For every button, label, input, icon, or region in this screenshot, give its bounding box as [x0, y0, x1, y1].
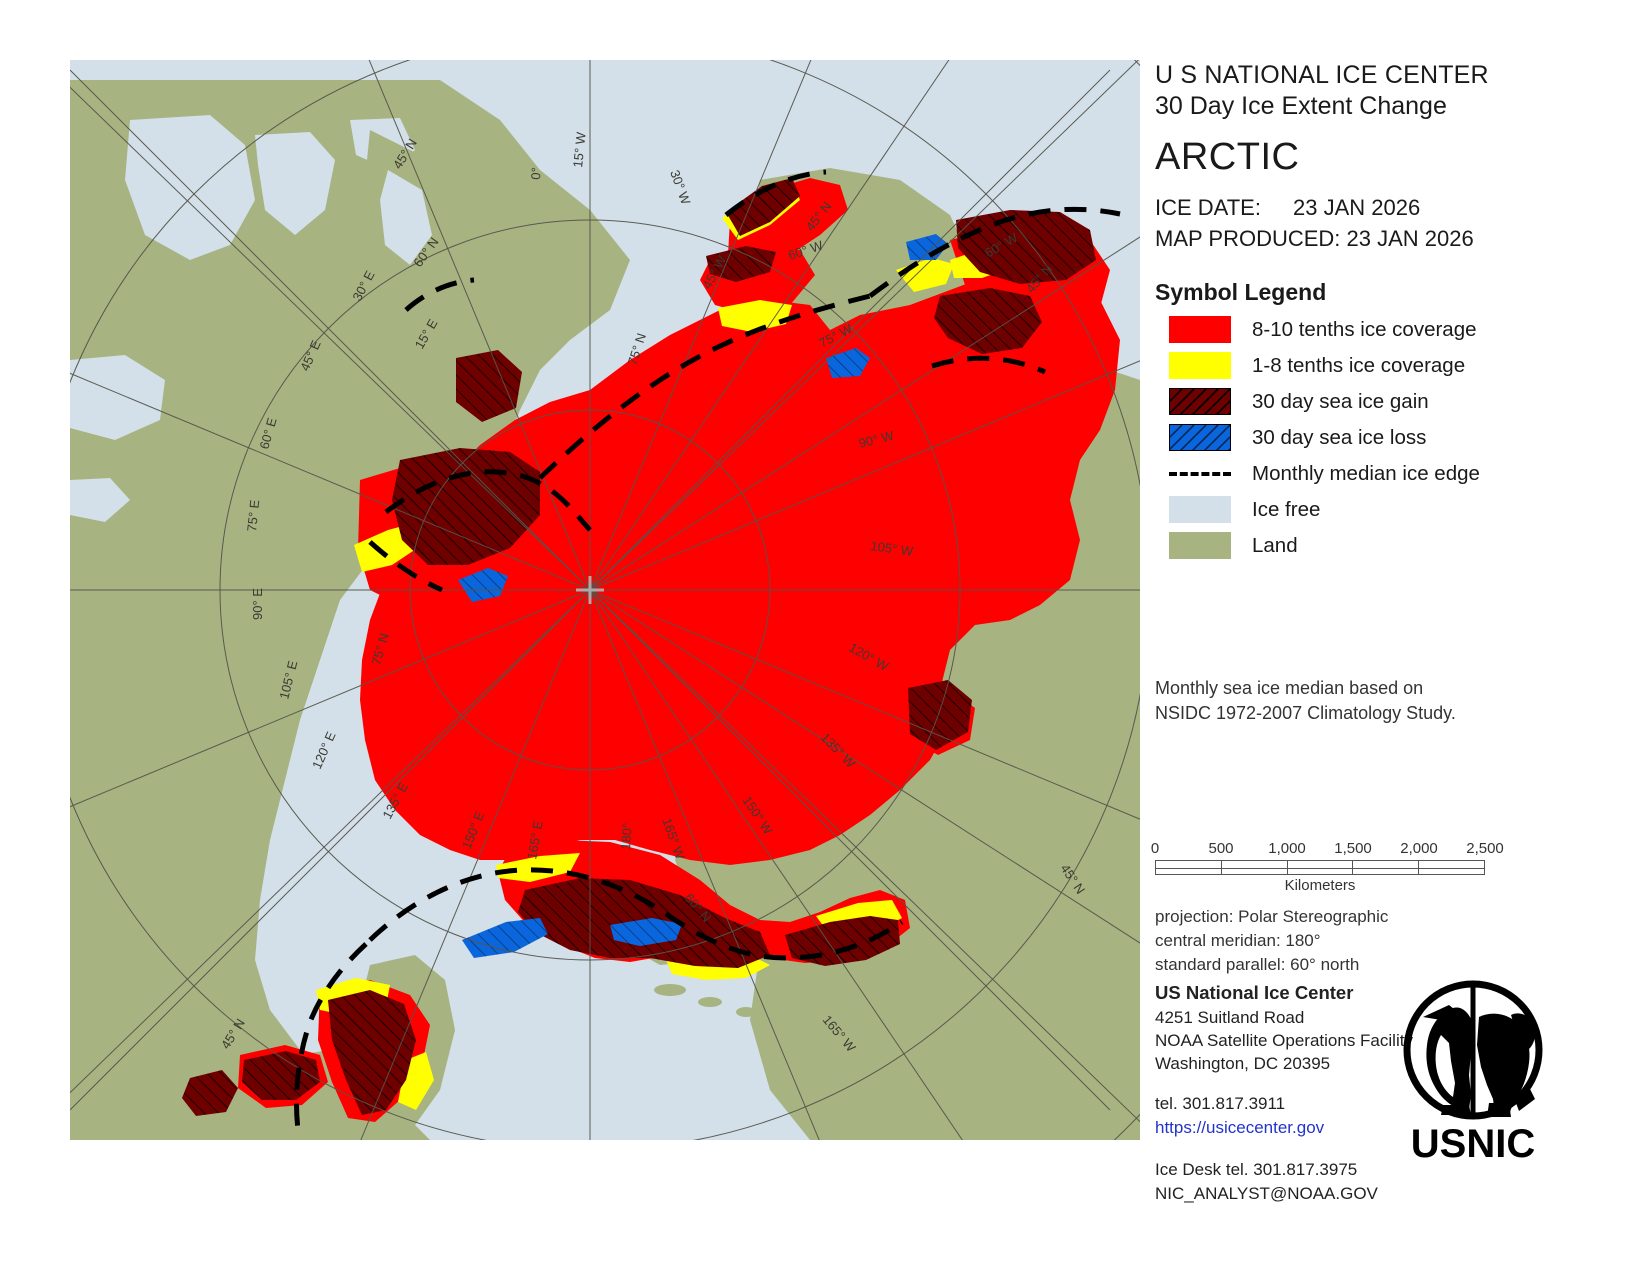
scale-segment: [1156, 861, 1222, 874]
scale-tick-2000: 2,000: [1400, 840, 1438, 857]
map-info-panel: U S NATIONAL ICE CENTER 30 Day Ice Exten…: [1151, 60, 1625, 1210]
ice-desk-block: Ice Desk tel. 301.817.3975 NIC_ANALYST@N…: [1155, 1158, 1378, 1206]
svg-text:90° E: 90° E: [250, 588, 265, 620]
central-meridian-line: central meridian: 180°: [1155, 931, 1321, 951]
yellow-swatch-icon: [1169, 352, 1231, 380]
organization-name: US National Ice Center: [1155, 982, 1354, 1003]
scale-tick-1000: 1,000: [1268, 840, 1306, 857]
legend-item-land: Land: [1155, 528, 1625, 564]
ice-free-swatch-icon: [1169, 496, 1231, 524]
usnic-wordmark: USNIC: [1411, 1122, 1535, 1166]
median-note-line2: NSIDC 1972-2007 Climatology Study.: [1155, 702, 1456, 723]
north-pole-crosshair: [576, 576, 604, 604]
legend-label-ice-free: Ice free: [1252, 497, 1321, 521]
scale-tick-500: 500: [1208, 840, 1234, 857]
telephone: tel. 301.817.3911: [1155, 1094, 1286, 1113]
projection-line: projection: Polar Stereographic: [1155, 907, 1389, 926]
legend-item-ice-loss: 30 day sea ice loss: [1155, 420, 1625, 456]
scale-unit-label: Kilometers: [1284, 877, 1356, 894]
product-title: 30 Day Ice Extent Change: [1155, 91, 1447, 120]
ice-date-label: ICE DATE:: [1155, 194, 1261, 220]
legend-label-ice-gain: 30 day sea ice gain: [1252, 389, 1429, 413]
arctic-map-graphic: 45° N 60° N 15° E 30° E 45° E 60° E 75° …: [70, 60, 1140, 1140]
contact-block: tel. 301.817.3911 https://usicecenter.go…: [1155, 1092, 1324, 1140]
date-block: ICE DATE: 23 JAN 2026 MAP PRODUCED: 23 JA…: [1155, 193, 1625, 253]
svg-text:75° E: 75° E: [244, 499, 262, 533]
agency-title: U S NATIONAL ICE CENTER: [1155, 61, 1489, 89]
legend-title: Symbol Legend: [1155, 278, 1327, 305]
scale-segment: [1353, 861, 1420, 874]
svg-text:165° E: 165° E: [524, 819, 546, 861]
legend-item-ice-low: 1-8 tenths ice coverage: [1155, 348, 1625, 384]
scale-tick-0: 0: [1150, 840, 1160, 857]
region-title: ARCTIC: [1155, 136, 1300, 178]
legend-item-ice-high: 8-10 tenths ice coverage: [1155, 312, 1625, 348]
dashed-line-icon: [1169, 460, 1231, 487]
scale-tick-labels: 0 500 1,000 1,500 2,000 2,500: [1151, 840, 1504, 860]
hatch-loss-graphic: [1170, 425, 1230, 451]
red-swatch-icon: [1169, 316, 1231, 344]
legend-item-ice-gain: 30 day sea ice gain: [1155, 384, 1625, 420]
map-produced-row: MAP PRODUCED: 23 JAN 2026: [1155, 224, 1625, 253]
blue-hatched-swatch-icon: [1169, 424, 1231, 452]
facility-name: NOAA Satellite Operations Facility: [1155, 1030, 1413, 1050]
legend-item-median-edge: Monthly median ice edge: [1155, 456, 1625, 492]
median-note-line1: Monthly sea ice median based on: [1155, 677, 1424, 698]
usnic-penguin-polarbear-logo: USNIC: [1383, 975, 1563, 1170]
scale-tick-2500: 2,500: [1466, 840, 1504, 857]
scale-bar: 0 500 1,000 1,500 2,000 2,500 Kilometers: [1151, 840, 1504, 894]
scale-segment: [1419, 861, 1484, 874]
scale-bar-graphic: [1155, 860, 1485, 875]
analyst-email[interactable]: NIC_ANALYST@NOAA.GOV: [1155, 1184, 1378, 1204]
legend-label-ice-low: 1-8 tenths ice coverage: [1252, 353, 1466, 377]
svg-text:0°: 0°: [528, 167, 544, 180]
arctic-map-panel[interactable]: 45° N 60° N 15° E 30° E 45° E 60° E 75° …: [70, 60, 1140, 1140]
svg-text:105° W: 105° W: [870, 538, 915, 559]
ice-date-row: ICE DATE: 23 JAN 2026: [1155, 193, 1625, 222]
legend-label-land: Land: [1252, 533, 1298, 557]
ice-desk-telephone: Ice Desk tel. 301.817.3975: [1155, 1160, 1358, 1179]
street-address: 4251 Suitland Road: [1155, 1007, 1305, 1027]
land-swatch-icon: [1169, 532, 1231, 560]
website-link[interactable]: https://usicecenter.gov: [1155, 1118, 1325, 1138]
address-block: US National Ice Center 4251 Suitland Roa…: [1155, 980, 1413, 1076]
projection-info: projection: Polar Stereographic central …: [1155, 905, 1388, 977]
legend-label-ice-loss: 30 day sea ice loss: [1252, 425, 1427, 449]
median-source-note: Monthly sea ice median based on NSIDC 19…: [1155, 676, 1625, 726]
usnic-logo-graphic: USNIC: [1403, 980, 1543, 1166]
standard-parallel-line: standard parallel: 60° north: [1155, 955, 1360, 975]
scale-segment: [1287, 861, 1354, 874]
svg-text:180°: 180°: [618, 822, 635, 850]
ice-date-value: 23 JAN 2026: [1293, 194, 1421, 220]
map-produced-value: 23 JAN 2026: [1346, 225, 1474, 251]
legend-label-median-edge: Monthly median ice edge: [1252, 461, 1480, 485]
city-state-zip: Washington, DC 20395: [1155, 1054, 1331, 1074]
svg-text:15° W: 15° W: [570, 131, 589, 169]
map-produced-label: MAP PRODUCED:: [1155, 225, 1341, 251]
legend-label-ice-high: 8-10 tenths ice coverage: [1252, 317, 1477, 341]
dark-red-hatched-swatch-icon: [1169, 388, 1231, 416]
legend-item-ice-free: Ice free: [1155, 492, 1625, 528]
hatch-gain-graphic: [1170, 389, 1230, 415]
scale-segment: [1221, 861, 1288, 874]
scale-tick-1500: 1,500: [1334, 840, 1372, 857]
